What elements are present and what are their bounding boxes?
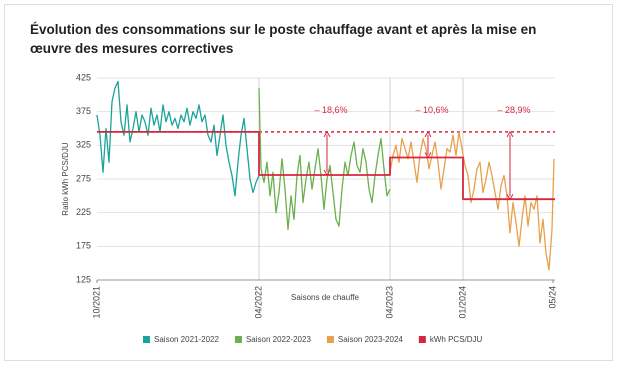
arrow-head: [323, 130, 331, 138]
y-tick-label: 175: [76, 241, 91, 251]
arrow-head: [424, 130, 432, 138]
annotation: – 10,6%: [415, 105, 448, 115]
arrow-head: [506, 193, 514, 201]
y-tick-label: 225: [76, 207, 91, 217]
legend-swatch: [143, 336, 150, 343]
arrow-head: [323, 169, 331, 176]
legend-label: Saison 2022-2023: [246, 335, 311, 344]
legend-label: Saison 2021-2022: [154, 335, 219, 344]
arrow-head: [506, 130, 514, 138]
frame: [4, 4, 613, 361]
step-line: [97, 131, 555, 201]
y-tick-label: 125: [76, 274, 91, 284]
y-tick-label: 425: [76, 72, 91, 82]
x-axis-label: Saisons de chauffe: [291, 293, 359, 302]
legend-label: Saison 2023-2024: [338, 335, 403, 344]
legend-item: kWh PCS/DJU: [418, 335, 483, 344]
legend-item: Saison 2021-2022: [143, 335, 219, 344]
y-tick-label: 325: [76, 140, 91, 150]
line: [96, 80, 260, 197]
annotation: – 28,9%: [497, 105, 530, 115]
legend-label: kWh PCS/DJU: [430, 335, 483, 344]
annotation: – 18,6%: [314, 105, 347, 115]
legend-swatch: [234, 336, 242, 343]
y-tick-label: 375: [76, 106, 91, 116]
x-tick-label: 05/24: [547, 286, 557, 309]
arrow-head: [424, 152, 432, 159]
legend-item: Saison 2022-2023: [234, 335, 311, 344]
legend-swatch: [326, 336, 334, 343]
x-tick-label: 10/2021: [91, 286, 101, 319]
chart-title: Évolution des consommations sur le poste…: [30, 22, 537, 56]
x-tick-label: 04/2023: [384, 286, 394, 319]
y-tick-label: 275: [76, 173, 91, 183]
line: [389, 131, 555, 271]
y-axis-label: Ratio kWh PCS/DJU: [61, 142, 70, 216]
line: [258, 88, 391, 231]
x-tick-label: 01/2024: [457, 286, 467, 319]
x-tick-label: 04/2022: [253, 286, 263, 319]
legend-swatch: [418, 336, 426, 343]
legend-item: Saison 2023-2024: [326, 335, 403, 344]
